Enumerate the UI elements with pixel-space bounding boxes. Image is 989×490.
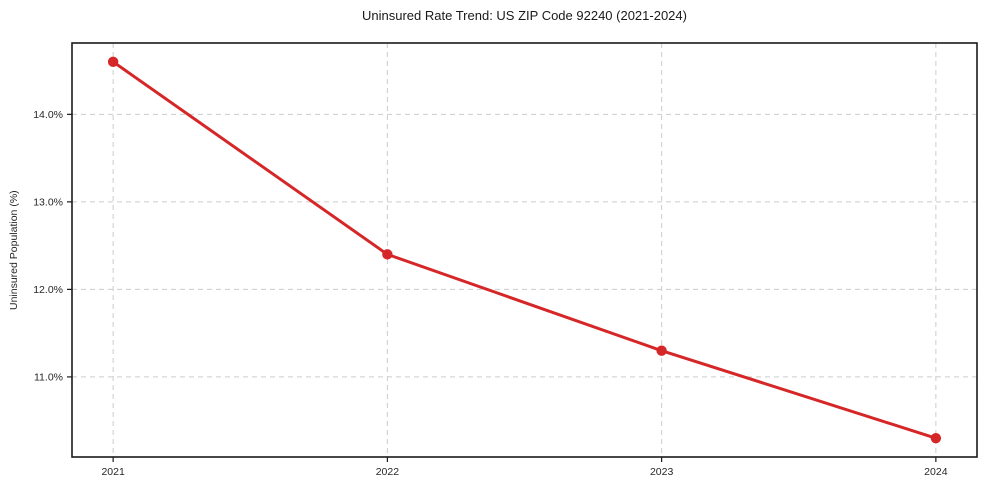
data-point-2024 — [930, 432, 942, 444]
data-point-2022 — [382, 249, 393, 260]
chart-title: Uninsured Rate Trend: US ZIP Code 92240 … — [362, 8, 687, 23]
x-tick-label: 2022 — [376, 466, 400, 478]
x-tick-label: 2024 — [924, 466, 948, 478]
trend-line — [111, 60, 938, 440]
y-tick-label: 12.0% — [33, 284, 63, 296]
y-tick-label: 11.0% — [34, 371, 63, 383]
x-tick-label: 2021 — [101, 466, 125, 478]
x-tick-label: 2023 — [650, 466, 674, 478]
y-tick-label: 14.0% — [33, 109, 63, 121]
y-axis-label: Uninsured Population (%) — [8, 190, 20, 310]
plot-border — [71, 42, 978, 458]
data-point-2021 — [107, 56, 119, 68]
data-point-2023 — [656, 345, 667, 356]
y-tick-label: 13.0% — [33, 196, 63, 208]
